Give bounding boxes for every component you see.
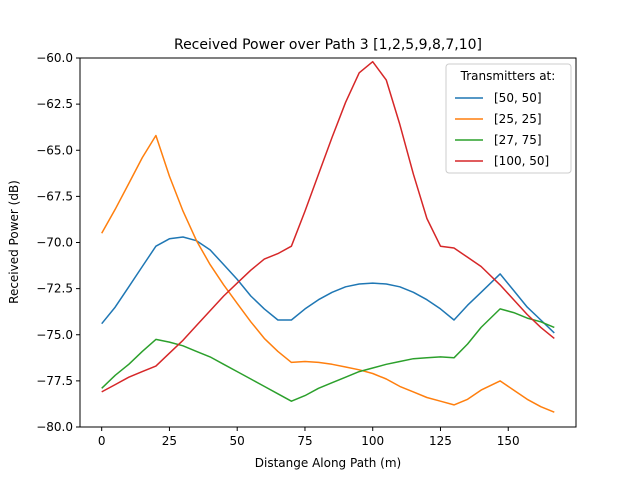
- y-tick-label: −62.5: [36, 97, 73, 111]
- y-tick-label: −75.0: [36, 328, 73, 342]
- y-tick-label: −77.5: [36, 374, 73, 388]
- x-tick-label: 75: [297, 434, 312, 448]
- y-tick-label: −72.5: [36, 282, 73, 296]
- x-tick-label: 0: [98, 434, 106, 448]
- y-tick-label: −70.0: [36, 236, 73, 250]
- legend-label-2: [25, 25]: [494, 112, 542, 126]
- legend-label-4: [100, 50]: [494, 154, 549, 168]
- x-tick-label: 150: [497, 434, 520, 448]
- series-line-1: [101, 236, 555, 334]
- y-tick-label: −80.0: [36, 420, 73, 434]
- plot-series-group: [101, 60, 555, 413]
- x-axis-label: Distange Along Path (m): [255, 456, 401, 470]
- y-tick-label: −65.0: [36, 143, 73, 157]
- series-line-2: [101, 134, 555, 413]
- x-tick-label: 100: [361, 434, 384, 448]
- legend-title: Transmitters at:: [460, 69, 556, 83]
- x-tick-label: 125: [429, 434, 452, 448]
- x-tick-label: 50: [230, 434, 245, 448]
- legend: Transmitters at: [50, 50] [25, 25] [27, 75…: [445, 63, 572, 174]
- y-axis-label: Received Power (dB): [7, 180, 21, 304]
- series-line-3: [101, 308, 555, 402]
- legend-label-1: [50, 50]: [494, 91, 542, 105]
- chart-title: Received Power over Path 3 [1,2,5,9,8,7,…: [174, 37, 482, 53]
- y-tick-label: −67.5: [36, 189, 73, 203]
- x-tick-label: 25: [162, 434, 177, 448]
- series-line-4: [101, 60, 555, 393]
- y-tick-label: −60.0: [36, 51, 73, 65]
- x-axis: 0 25 50 75 100 125 150: [98, 427, 520, 448]
- legend-box: [445, 63, 572, 174]
- legend-label-3: [27, 75]: [494, 133, 542, 147]
- y-axis: −80.0 −77.5 −75.0 −72.5 −70.0 −67.5 −65.0 −62.5…: [36, 51, 80, 434]
